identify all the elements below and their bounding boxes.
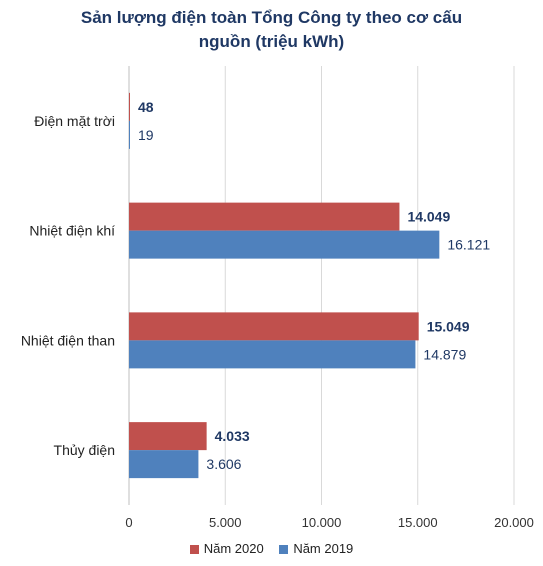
chart-title-line-2: nguồn (triệu kWh) (198, 32, 345, 51)
data-label-2019: 14.879 (423, 346, 466, 362)
chart-title: Sản lượng điện toàn Tổng Công ty theo cơ… (0, 6, 543, 54)
chart-title-line-1: Sản lượng điện toàn Tổng Công ty theo cơ… (80, 8, 463, 27)
x-tick-label: 0 (125, 515, 132, 530)
data-label-2020: 48 (138, 99, 154, 115)
bar-2020 (129, 312, 419, 341)
data-label-2019: 16.121 (447, 237, 490, 253)
category-label: Điện mặt trời (34, 113, 115, 129)
legend-label-2020: Năm 2020 (203, 541, 264, 556)
legend-swatch-2020 (189, 545, 199, 555)
data-label-2019: 19 (138, 127, 154, 143)
legend-swatch-2019 (279, 545, 289, 555)
legend-label-2019: Năm 2019 (293, 541, 354, 556)
data-label-2019: 3.606 (206, 456, 241, 472)
legend: Năm 2020 Năm 2019 (0, 541, 543, 556)
bar-2020 (129, 422, 207, 451)
category-label: Nhiệt điện khí (29, 223, 115, 239)
data-label-2020: 4.033 (215, 428, 250, 444)
x-tick-label: 5.000 (209, 515, 242, 530)
bar-2019 (129, 340, 416, 369)
data-label-2020: 14.049 (407, 209, 450, 225)
x-tick-label: 15.000 (398, 515, 438, 530)
bar-2019 (129, 120, 130, 149)
bar-2020 (129, 202, 400, 231)
bar-2019 (129, 450, 199, 479)
data-label-2020: 15.049 (427, 318, 470, 334)
x-tick-label: 20.000 (494, 515, 534, 530)
bar-2020 (129, 92, 130, 121)
category-label: Nhiệt điện than (21, 332, 115, 348)
x-tick-label: 10.000 (302, 515, 342, 530)
bar-2019 (129, 230, 440, 259)
category-label: Thủy điện (54, 442, 115, 458)
legend-item-2019: Năm 2019 (279, 541, 353, 556)
legend-item-2020: Năm 2020 (189, 541, 264, 556)
